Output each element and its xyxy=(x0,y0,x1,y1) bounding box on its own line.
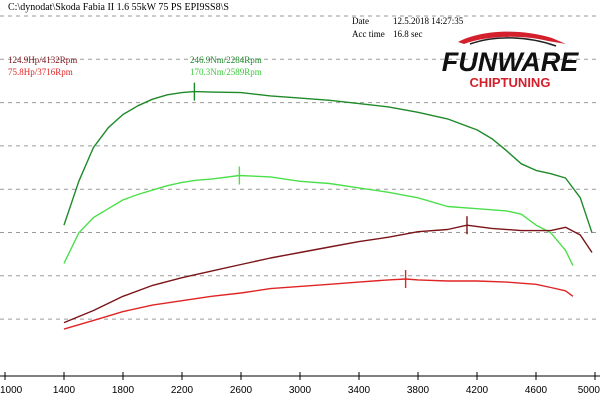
x-tick-label: 1400 xyxy=(53,385,76,396)
funware-logo: FUNWARE CHIPTUNING xyxy=(442,31,579,90)
power-tuned-peak: 124.9Hp/4132Rpm xyxy=(8,55,78,65)
file-path: C:\dynodat\Skoda Fabia II 1.6 55kW 75 PS… xyxy=(8,2,229,13)
x-tick-label: 3000 xyxy=(289,385,312,396)
torque-stock-peak: 170.3Nm/2589Rpm xyxy=(190,67,262,77)
x-tick-label: 3400 xyxy=(348,385,371,396)
date-value: 12.5.2018 14:27:35 xyxy=(393,16,464,26)
x-tick-label: 4200 xyxy=(466,385,489,396)
grid-lines xyxy=(0,15,600,320)
x-tick-label: 2600 xyxy=(230,385,253,396)
series-layer xyxy=(63,90,593,330)
acc-time-value: 16.8 sec xyxy=(393,29,423,39)
x-tick-label: 4600 xyxy=(525,385,548,396)
logo-sub: CHIPTUNING xyxy=(470,75,551,90)
series-line-torque-stock xyxy=(63,174,574,266)
x-axis: 1000 1400 1800 2200 2600 3000 3400 3800 4200 4600… xyxy=(0,372,600,396)
x-tick-label: 1800 xyxy=(112,385,135,396)
series-line-power-stock xyxy=(63,278,574,330)
logo-brand: FUNWARE xyxy=(442,47,579,77)
x-tick-label: 5000 xyxy=(578,385,600,396)
acc-time-label: Acc time xyxy=(352,29,385,39)
torque-tuned-peak: 246.9Nm/2284Rpm xyxy=(190,55,262,65)
power-stock-peak: 75.8Hp/3716Rpm xyxy=(8,67,73,77)
peak-markers xyxy=(193,82,468,288)
x-tick-label: 1000 xyxy=(0,385,23,396)
series-line-torque-tuned xyxy=(63,90,593,234)
x-tick-label: 3800 xyxy=(407,385,430,396)
series-line-power-tuned xyxy=(63,224,593,324)
date-label: Date xyxy=(352,16,369,26)
x-tick-label: 2200 xyxy=(171,385,194,396)
